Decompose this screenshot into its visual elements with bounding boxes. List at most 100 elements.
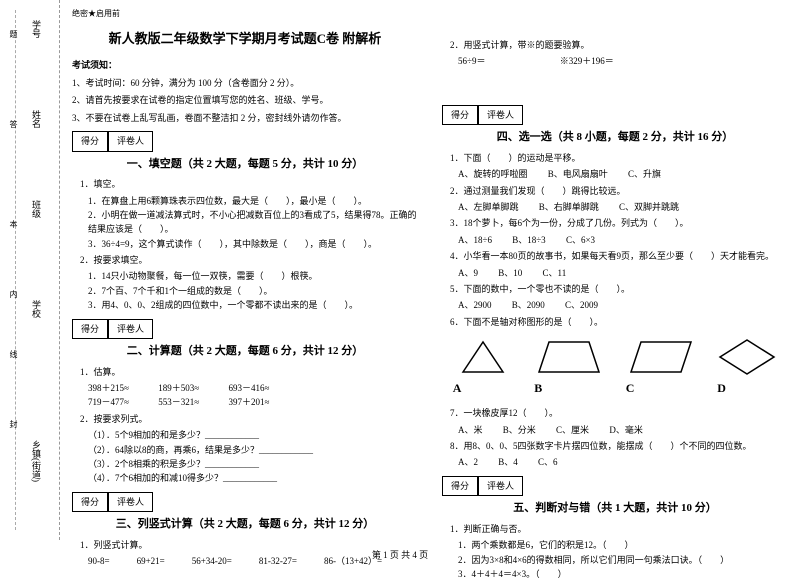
- seal-text: 题: [8, 30, 19, 38]
- opt: C、升旗: [628, 169, 661, 179]
- calc2-2: （2）．64除以8的商，再乘6，结果是多少？____________: [88, 443, 418, 457]
- grader-label: 评卷人: [478, 105, 523, 125]
- opt: B、4: [498, 457, 518, 467]
- exam-page: 题 答 本 内 线 封 学号 姓名 班级 学校 乡镇(街道) 绝密★启用前 新人…: [0, 0, 800, 540]
- seal-text: 本: [8, 220, 19, 228]
- opt: C、双脚并跳跳: [619, 202, 679, 212]
- seal-text: 线: [8, 350, 19, 358]
- opt: B、10: [498, 268, 522, 278]
- score-box: 得分 评卷人: [72, 492, 418, 512]
- binding-dash: [15, 10, 16, 530]
- opt: B、2090: [512, 300, 545, 310]
- sel3-opts: A、18÷6 B、18÷3 C、6×3: [458, 233, 788, 247]
- shape-d: D: [717, 337, 777, 398]
- calc1-row: 719－477≈ 553－321≈ 397＋201≈: [88, 395, 418, 409]
- calc2-header: 2．按要求列式。: [80, 412, 418, 426]
- q1-3: 3．36÷4=9，这个算式读作（ ），其中除数是（ ），商是（ ）。: [88, 237, 418, 251]
- opt: A、18÷6: [458, 235, 492, 245]
- binding-margin: 题 答 本 内 线 封 学号 姓名 班级 学校 乡镇(街道): [0, 0, 60, 540]
- calc-item: 397＋201≈: [228, 397, 269, 407]
- exam-title: 新人教版二年级数学下学期月考试题C卷 附解析: [72, 29, 418, 50]
- field-class: 班级: [30, 200, 43, 218]
- diamond-icon: [717, 337, 777, 377]
- sel5-opts: A、2900 B、2090 C、2009: [458, 298, 788, 312]
- triangle-icon: [453, 337, 513, 377]
- grader-label: 评卷人: [108, 131, 153, 151]
- notice-item: 2、请首先按要求在试卷的指定位置填写您的姓名、班级、学号。: [72, 93, 418, 107]
- sel4: 4．小华看一本80页的故事书，如果每天看9页，那么至少要（ ）天才能看完。: [450, 249, 788, 263]
- field-name: 姓名: [30, 110, 43, 128]
- secret-label: 绝密★启用前: [72, 8, 418, 21]
- q2-3: 3．用4、0、0、2组成的四位数中，一个零都不读出来的是（ ）。: [88, 298, 418, 312]
- sel8: 8．用8、0、0、5四张数字卡片摆四位数，能摆成（ ）个不同的四位数。: [450, 439, 788, 453]
- sel7-opts: A、米 B、分米 C、厘米 D、毫米: [458, 423, 788, 437]
- section-2-title: 二、计算题（共 2 大题，每题 6 分，共计 12 分）: [72, 343, 418, 361]
- calc1-header: 1．估算。: [80, 365, 418, 379]
- calc-item: 56÷9＝: [458, 56, 485, 66]
- sel4-opts: A、9 B、10 C、11: [458, 266, 788, 280]
- opt: B、分米: [503, 425, 536, 435]
- section-1-title: 一、填空题（共 2 大题，每题 5 分，共计 10 分）: [72, 156, 418, 174]
- calc-item: 398＋215≈: [88, 383, 129, 393]
- calc-item: ※329＋196＝: [560, 56, 614, 66]
- opt: B、右脚单脚跳: [539, 202, 599, 212]
- calc2-1: （1）．5个9相加的和是多少？____________: [88, 428, 418, 442]
- score-label: 得分: [72, 492, 108, 512]
- notice-header: 考试须知：: [72, 58, 418, 72]
- calc-item: 553－321≈: [158, 397, 199, 407]
- opt: B、电风扇扇叶: [548, 169, 608, 179]
- calc2-3: （3）．2个8相乘的积是多少？____________: [88, 457, 418, 471]
- score-box: 得分 评卷人: [72, 131, 418, 151]
- parallelogram-icon: [626, 337, 696, 377]
- calc2-4: （4）．7个6相加的和减10得多少？____________: [88, 471, 418, 485]
- sel2: 2．通过测量我们发现（ ）跳得比较远。: [450, 184, 788, 198]
- opt: A、旋转的呼啦圈: [458, 169, 528, 179]
- seal-text: 内: [8, 290, 19, 298]
- q2-header: 2．按要求填空。: [80, 253, 418, 267]
- grader-label: 评卷人: [478, 476, 523, 496]
- sel1-opts: A、旋转的呼啦圈 B、电风扇扇叶 C、升旗: [458, 167, 788, 181]
- rq2-row: 56÷9＝ ※329＋196＝: [458, 54, 788, 68]
- shape-label: A: [453, 379, 513, 398]
- opt: C、6: [538, 457, 558, 467]
- score-box: 得分 评卷人: [442, 476, 788, 496]
- q2-2: 2．7个百、7个千和1个一组成的数是（ ）。: [88, 284, 418, 298]
- shape-a: A: [453, 337, 513, 398]
- calc1-row: 398＋215≈ 189＋503≈ 693－416≈: [88, 381, 418, 395]
- judge-header: 1．判断正确与否。: [450, 522, 788, 536]
- shape-b: B: [534, 337, 604, 398]
- j3: 3．4＋4＋4＝4×3。（ ）: [458, 567, 788, 581]
- grader-label: 评卷人: [108, 319, 153, 339]
- opt: C、2009: [565, 300, 598, 310]
- sel7: 7．一块橡皮厚12（ ）。: [450, 406, 788, 420]
- q1-2: 2．小明在做一道减法算式时，不小心把减数百位上的3看成了5，结果得78。正确的结…: [88, 208, 418, 237]
- section-5-title: 五、判断对与错（共 1 大题，共计 10 分）: [442, 500, 788, 518]
- notice-item: 1、考试时间：60 分钟，满分为 100 分（含卷面分 2 分）。: [72, 76, 418, 90]
- opt: A、9: [458, 268, 478, 278]
- section-3-title: 三、列竖式计算（共 2 大题，每题 6 分，共计 12 分）: [72, 516, 418, 534]
- grader-label: 评卷人: [108, 492, 153, 512]
- shape-label: B: [534, 379, 604, 398]
- score-box: 得分 评卷人: [442, 105, 788, 125]
- sel1: 1．下面（ ）的运动是平移。: [450, 151, 788, 165]
- opt: A、2900: [458, 300, 492, 310]
- notice-item: 3、不要在试卷上乱写乱画，卷面不整洁扣 2 分，密封线外请勿作答。: [72, 111, 418, 125]
- score-label: 得分: [72, 131, 108, 151]
- section-4-title: 四、选一选（共 8 小题，每题 2 分，共计 16 分）: [442, 129, 788, 147]
- seal-text: 封: [8, 420, 19, 428]
- shape-c: C: [626, 337, 696, 398]
- left-column: 绝密★启用前 新人教版二年级数学下学期月考试题C卷 附解析 考试须知： 1、考试…: [60, 0, 430, 540]
- score-label: 得分: [72, 319, 108, 339]
- sel5: 5．下面的数中，一个零也不读的是（ ）。: [450, 282, 788, 296]
- opt: C、11: [543, 268, 567, 278]
- shape-label: D: [717, 379, 777, 398]
- content-area: 绝密★启用前 新人教版二年级数学下学期月考试题C卷 附解析 考试须知： 1、考试…: [60, 0, 800, 540]
- opt: A、左脚单脚跳: [458, 202, 519, 212]
- score-box: 得分 评卷人: [72, 319, 418, 339]
- rq2-header: 2．用竖式计算，带※的题要验算。: [450, 38, 788, 52]
- right-column: 2．用竖式计算，带※的题要验算。 56÷9＝ ※329＋196＝ 得分 评卷人 …: [430, 0, 800, 540]
- shape-label: C: [626, 379, 696, 398]
- q2-1: 1．14只小动物聚餐，每一位一双筷，需要（ ）根筷。: [88, 269, 418, 283]
- q1-1: 1．在算盘上用6颗算珠表示四位数，最大是（ ），最小是（ ）。: [88, 194, 418, 208]
- trapezoid-icon: [534, 337, 604, 377]
